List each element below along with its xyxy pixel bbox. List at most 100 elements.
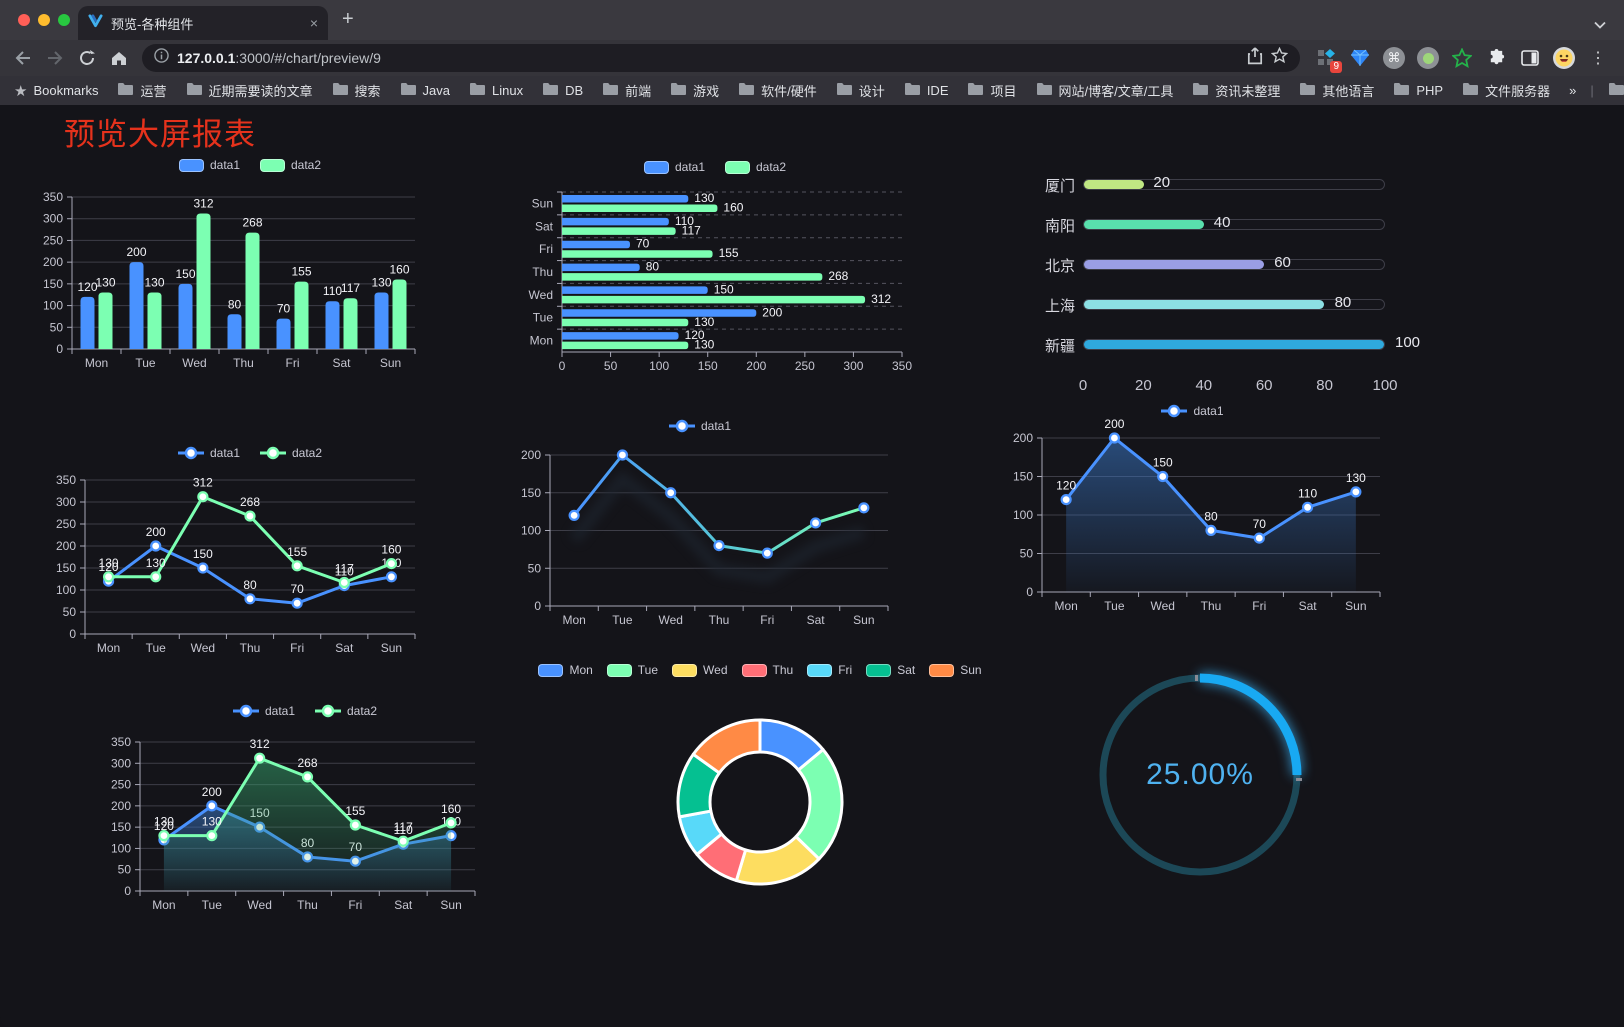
bookmarks-overflow-chevron[interactable]: » — [1569, 83, 1577, 98]
legend-item-Thu[interactable]: Thu — [741, 663, 793, 677]
bar-data1-Sat[interactable] — [325, 301, 340, 349]
bar-data2-Wed[interactable] — [196, 213, 211, 349]
url-bar[interactable]: 127.0.0.1:3000/#/chart/preview/9 — [142, 44, 1300, 72]
point-data2-Sat[interactable] — [338, 576, 350, 589]
bar-data2-Tue[interactable] — [147, 292, 162, 349]
point-data2-Sun[interactable] — [445, 817, 457, 829]
point-data2-Sat[interactable] — [397, 835, 409, 847]
bookmark-folder[interactable]: 近期需要读的文章 — [186, 81, 313, 100]
bar-data2-Mon[interactable] — [98, 292, 113, 349]
legend-item-Mon[interactable]: Mon — [538, 663, 593, 677]
bookmark-folder[interactable]: 其他语言 — [1299, 81, 1374, 100]
progress-row-上海[interactable]: 上海 80 — [1000, 293, 1430, 319]
bar-data1-Sun[interactable] — [562, 195, 689, 203]
bar-data2-Sun[interactable] — [562, 204, 718, 213]
point-data1-Thu[interactable] — [244, 593, 256, 605]
bar-data2-Sun[interactable] — [392, 279, 407, 349]
legend-item-data1[interactable]: data1 — [232, 704, 295, 718]
side-panel-icon[interactable] — [1518, 46, 1542, 70]
point-data1-Sat[interactable] — [1301, 501, 1314, 513]
home-icon[interactable] — [106, 45, 132, 71]
legend-item-Fri[interactable]: Fri — [807, 663, 852, 677]
point-data1-Fri[interactable] — [1253, 532, 1265, 544]
bookmark-star-icon[interactable] — [1270, 46, 1289, 69]
pie-slice-Sun[interactable] — [691, 718, 762, 775]
bar-data2-Mon[interactable] — [562, 341, 689, 350]
bookmark-folder[interactable]: DB — [542, 82, 583, 99]
back-icon[interactable] — [10, 45, 36, 71]
bookmark-folder[interactable]: 游戏 — [670, 81, 719, 100]
point-data1-Sun[interactable] — [1350, 486, 1362, 498]
point-data1-Wed[interactable] — [665, 487, 677, 499]
progress-row-南阳[interactable]: 南阳 40 — [1000, 213, 1430, 239]
bookmark-folder[interactable]: 文件服务器 — [1462, 81, 1550, 100]
bookmark-folder[interactable]: 软件/硬件 — [738, 81, 817, 100]
point-data2-Tue[interactable] — [206, 830, 218, 842]
point-data1-Thu[interactable] — [1205, 524, 1217, 536]
bar-data1-Fri[interactable] — [562, 240, 630, 249]
bar-data1-Mon[interactable] — [562, 332, 679, 340]
browser-menu-icon[interactable]: ⋮ — [1590, 50, 1606, 67]
progress-row-新疆[interactable]: 新疆 100 — [1000, 333, 1430, 359]
point-data2-Sun[interactable] — [385, 557, 398, 570]
point-data2-Tue[interactable] — [150, 571, 162, 583]
bookmark-folder[interactable]: 前端 — [602, 81, 651, 100]
window-close-button[interactable] — [18, 14, 30, 26]
chart-canvas[interactable] — [1060, 648, 1340, 913]
progress-row-北京[interactable]: 北京 60 — [1000, 253, 1430, 279]
tab-close-icon[interactable]: × — [309, 15, 318, 31]
chart-canvas[interactable] — [565, 655, 955, 910]
point-data2-Thu[interactable] — [301, 771, 314, 783]
bar-data1-Tue[interactable] — [562, 309, 757, 317]
legend-item-data1[interactable]: data1 — [643, 160, 705, 174]
bookmark-folder[interactable]: Linux — [469, 82, 523, 99]
legend-item-data1[interactable]: data1 — [177, 446, 240, 460]
bar-data1-Thu[interactable] — [227, 314, 242, 349]
bar-data1-Wed[interactable] — [562, 286, 708, 294]
legend-item-Tue[interactable]: Tue — [606, 663, 658, 677]
green-star-extension-icon[interactable] — [1450, 46, 1474, 70]
line-data1[interactable] — [572, 453, 866, 555]
point-data1-Sat[interactable] — [809, 517, 822, 529]
bookmark-folder[interactable]: 项目 — [967, 81, 1017, 100]
chart-canvas[interactable]: 0 50 100 150 200 Mon Tue Wed Thu Fri Sat Sun 120 200 1… — [985, 392, 1400, 627]
point-data1-Tue[interactable] — [150, 540, 162, 552]
window-minimize-button[interactable] — [38, 14, 50, 26]
bookmark-folder[interactable]: 网站/博客/文章/工具 — [1036, 81, 1173, 100]
bar-data2-Wed[interactable] — [562, 295, 866, 304]
point-data2-Mon[interactable] — [158, 830, 170, 842]
browser-tab[interactable]: 预览-各种组件 × — [78, 6, 328, 40]
point-data2-Wed[interactable] — [254, 752, 266, 764]
bar-data2-Thu[interactable] — [245, 232, 260, 349]
legend-item-data2[interactable]: data2 — [260, 158, 321, 172]
bar-data1-Sun[interactable] — [374, 292, 389, 349]
bookmark-folder[interactable]: 设计 — [836, 81, 885, 100]
site-info-icon[interactable] — [154, 48, 169, 68]
point-data2-Wed[interactable] — [197, 491, 209, 503]
point-data1-Mon[interactable] — [568, 509, 580, 522]
legend-item-Wed[interactable]: Wed — [672, 663, 728, 677]
legend-item-data2[interactable]: data2 — [315, 704, 377, 718]
chart-city-progress[interactable]: 厦门 20 南阳 40 北京 60 上海 80 新疆 100 0 20 40 60 80 100 — [1000, 155, 1430, 400]
point-data1-Sun[interactable] — [385, 571, 398, 583]
point-data1-Wed[interactable] — [1157, 470, 1169, 483]
bar-data2-Fri[interactable] — [294, 281, 309, 349]
bookmark-folder[interactable]: Java — [400, 82, 450, 99]
bookmark-folder[interactable]: 资讯未整理 — [1192, 81, 1280, 100]
point-data1-Wed[interactable] — [197, 562, 209, 574]
bar-data1-Thu[interactable] — [562, 263, 640, 272]
legend-item-data1[interactable]: data1 — [178, 158, 240, 172]
bar-data2-Sat[interactable] — [343, 298, 358, 349]
point-data1-Sun[interactable] — [858, 502, 870, 514]
point-data1-Mon[interactable] — [1060, 493, 1072, 506]
point-data2-Fri[interactable] — [349, 819, 361, 831]
point-data1-Thu[interactable] — [713, 540, 725, 552]
other-bookmarks-item[interactable]: 其他书签 — [1608, 81, 1624, 100]
bookmark-folder[interactable]: IDE — [904, 82, 948, 99]
window-zoom-button[interactable] — [58, 14, 70, 26]
point-data2-Fri[interactable] — [291, 560, 303, 572]
bar-data1-Wed[interactable] — [178, 283, 193, 349]
chart-canvas[interactable]: 0 50 100 150 200 250 300 350 Mon Tue Wed Thu Fri Sat S… — [95, 692, 515, 932]
new-tab-button[interactable]: + — [342, 8, 354, 30]
